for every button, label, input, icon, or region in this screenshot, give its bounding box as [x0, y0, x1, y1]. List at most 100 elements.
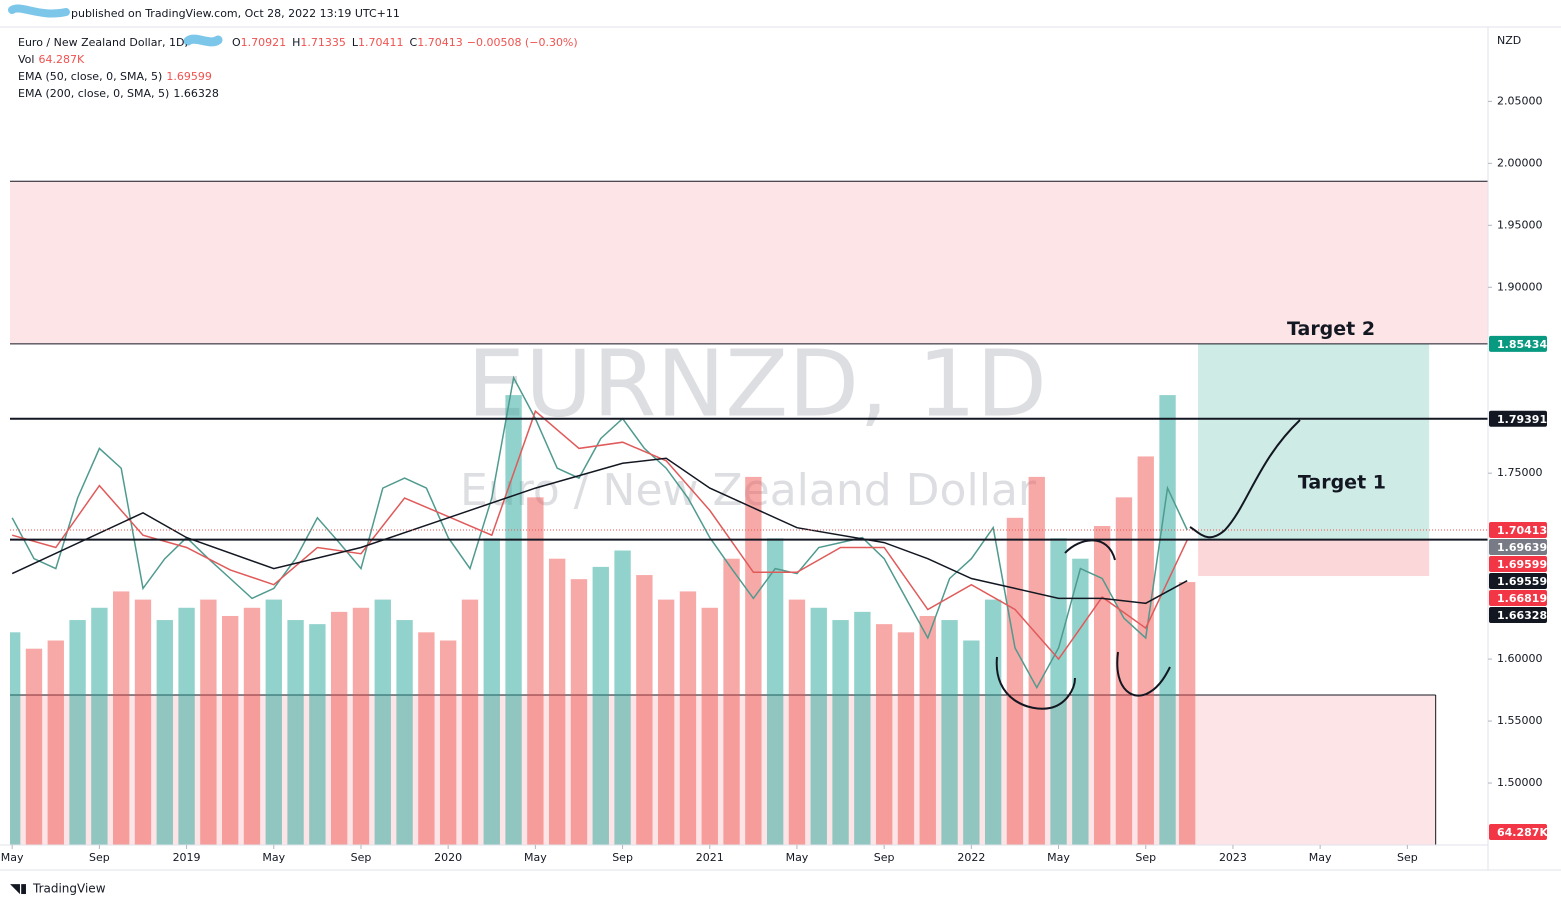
volume-bar: [592, 566, 609, 845]
zone: [1198, 539, 1430, 577]
volume-bar: [745, 476, 762, 845]
volume-bar: [113, 591, 130, 845]
y-tick-label: 1.50000: [1497, 776, 1543, 789]
logo: ◥▮: [10, 882, 27, 897]
price-label-box: [1489, 410, 1547, 427]
indicator-value: 64.287K: [38, 53, 85, 66]
zone: [1198, 343, 1430, 540]
volume-bar: [134, 599, 152, 845]
price-label-box: [1489, 522, 1547, 539]
price-label-box: [1489, 607, 1547, 624]
indicator-value: 1.66328: [173, 87, 219, 100]
price-label-box: [1489, 539, 1547, 556]
x-tick-label: May: [1, 851, 24, 864]
volume-bar: [439, 640, 457, 845]
y-tick-label: 2.05000: [1497, 94, 1543, 107]
volume-bar: [1137, 456, 1154, 845]
volume-bar: [1006, 517, 1024, 845]
x-tick-label: Sep: [89, 851, 110, 864]
volume-bar: [1072, 558, 1089, 845]
axes: Target 2 Target 1 2.05000 2.00000 1.95000 1.9…: [1, 94, 1549, 864]
indicator-name: EMA (200, close, 0, SMA, 5): [18, 87, 170, 100]
volume-bar: [527, 497, 544, 845]
series-line: [11, 457, 1188, 605]
ohlc-key: O: [231, 36, 241, 49]
volume-bar: [396, 620, 413, 845]
x-tick-label: May: [524, 851, 547, 864]
volume-bar: [156, 620, 173, 845]
zone: [10, 181, 1488, 344]
volume-bar: [200, 599, 217, 845]
drawing-projection: [1189, 419, 1301, 539]
volume-bar: [461, 599, 479, 845]
price-label-box: [1489, 573, 1547, 590]
volume-bar: [1115, 497, 1133, 845]
x-tick-label: 2020: [434, 851, 462, 864]
volume-bar: [352, 607, 370, 845]
volume-bar: [657, 599, 675, 845]
annotation: Target 2: [1287, 318, 1375, 340]
volume-bar: [614, 550, 631, 845]
x-tick-label: Sep: [1397, 851, 1418, 864]
ohlc-value: 1.71335: [300, 36, 346, 49]
volume-bar: [505, 395, 522, 845]
plot: [10, 180, 1488, 845]
volume-bar: [91, 607, 108, 845]
volume-bar: [374, 599, 391, 845]
volume-label: 64.287K: [1497, 826, 1548, 839]
y-tick-label: 1.55000: [1497, 714, 1543, 727]
volume-bar: [875, 624, 893, 845]
x-tick-label: 2023: [1219, 851, 1247, 864]
volume-bar: [25, 648, 43, 845]
price-label: 1.69639: [1497, 541, 1547, 554]
price-label: 1.79391: [1497, 413, 1547, 426]
y-tick-label: 1.95000: [1497, 218, 1543, 231]
price-label: 1.66819: [1497, 592, 1547, 605]
price-label: 1.85434: [1497, 338, 1547, 351]
legend-ema200: EMA (200, close, 0, SMA, 5) 1.66328: [18, 85, 578, 102]
volume-bar: [548, 558, 566, 845]
volume-bar: [679, 591, 697, 845]
x-tick-label: Sep: [612, 851, 633, 864]
legend-symbol: Euro / New Zealand Dollar, 1D, O1.70921 H1…: [18, 34, 578, 51]
price-label: 1.70413: [1497, 524, 1547, 537]
price-label: 1.69599: [1497, 558, 1547, 571]
volume-bar: [483, 538, 500, 845]
volume-bar: [1028, 476, 1045, 845]
footer-brand: TradingView: [32, 882, 106, 896]
redacted-name: [183, 34, 223, 47]
volume-bar: [984, 599, 1002, 845]
volume-bar: [69, 620, 86, 845]
ohlc-key: L: [351, 36, 359, 49]
y-tick-label: 2.00000: [1497, 156, 1543, 169]
volume-bar: [766, 538, 784, 845]
indicator-name: Vol: [18, 53, 35, 66]
volume-bar: [1159, 395, 1176, 845]
price-label-box: [1489, 335, 1547, 352]
x-tick-label: May: [262, 851, 285, 864]
drawing-right-bottom: [1116, 651, 1171, 697]
hand-drawings: [995, 419, 1301, 710]
indicator-value: 1.69599: [166, 70, 212, 83]
published-line: published on TradingView.com, Oct 28, 20…: [71, 7, 400, 20]
price-label: 1.66328: [1497, 609, 1547, 622]
volume-bar: [1093, 525, 1111, 845]
volume-bar: [788, 599, 806, 845]
ohlc-value: 1.70413: [417, 36, 463, 49]
change: −0.00508 (−0.30%): [466, 36, 578, 49]
volume-bar: [330, 611, 348, 845]
x-tick-label: Sep: [874, 851, 895, 864]
price-label-box: [1489, 590, 1547, 607]
volume-bar: [854, 611, 871, 845]
y-tick-label: 1.75000: [1497, 466, 1543, 479]
x-tick-label: May: [1047, 851, 1070, 864]
volume-label-box: [1489, 824, 1547, 840]
volume-bar: [832, 620, 849, 845]
volume-bar: [919, 615, 936, 845]
symbol-name: Euro / New Zealand Dollar, 1D,: [18, 36, 188, 49]
currency: NZD: [1497, 34, 1521, 47]
volume-bar: [701, 607, 718, 845]
x-tick-label: Sep: [1135, 851, 1156, 864]
volume-bar: [941, 620, 958, 845]
drawing-middle-top: [1064, 539, 1116, 561]
